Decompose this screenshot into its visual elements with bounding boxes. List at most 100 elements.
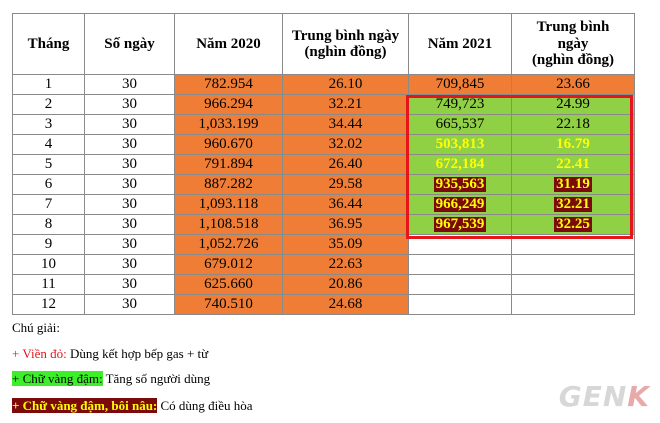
table-row: 3 30 1,033.199 34.44 665,537 22.18 <box>12 114 635 135</box>
cell-days: 30 <box>84 234 175 255</box>
cell-2020-avg: 22.63 <box>282 254 409 275</box>
table-row: 10 30 679.012 22.63 <box>12 254 635 275</box>
cell-2021-total: 503,813 <box>408 134 512 155</box>
cell-2020-avg: 36.44 <box>282 194 409 215</box>
brown-highlight-value: 966,249 <box>433 196 487 212</box>
cell-2021-total: 749,723 <box>408 94 512 115</box>
cell-days: 30 <box>84 254 175 275</box>
cell-days: 30 <box>84 194 175 215</box>
cell-2020-total: 740.510 <box>174 294 283 315</box>
header-avg-2021: Trung bình ngày (nghìn đồng) <box>511 13 635 75</box>
cell-days: 30 <box>84 154 175 175</box>
brown-highlight-value: 32.21 <box>554 196 592 212</box>
cell-days: 30 <box>84 114 175 135</box>
legend-item-brown-highlight: + Chữ vàng đậm, bôi nâu: Có dùng điều hò… <box>12 398 253 414</box>
cell-month: 6 <box>12 174 85 195</box>
cell-2020-total: 625.660 <box>174 274 283 295</box>
cell-2021-avg: 22.41 <box>511 154 635 175</box>
legend-text-brown-highlight: Có dùng điều hòa <box>157 398 253 413</box>
cell-2021-avg: 23.66 <box>511 74 635 95</box>
cell-2020-total: 782.954 <box>174 74 283 95</box>
table-row: 6 30 887.282 29.58 935,563 31.19 <box>12 174 635 195</box>
cell-2021-avg: 31.19 <box>511 174 635 195</box>
cell-days: 30 <box>84 134 175 155</box>
header-year-2020: Năm 2020 <box>174 13 283 75</box>
cell-2020-avg: 35.09 <box>282 234 409 255</box>
cell-2020-total: 791.894 <box>174 154 283 175</box>
table-row: 12 30 740.510 24.68 <box>12 294 635 315</box>
brown-highlight-value: 935,563 <box>433 176 487 192</box>
cell-2021-avg <box>511 274 635 295</box>
legend-marker-red-border: + Viền đỏ: <box>12 346 67 361</box>
cell-days: 30 <box>84 74 175 95</box>
cell-2020-avg: 36.95 <box>282 214 409 235</box>
cell-2021-avg: 16.79 <box>511 134 635 155</box>
cell-2021-avg: 24.99 <box>511 94 635 115</box>
cell-month: 5 <box>12 154 85 175</box>
cell-2021-avg <box>511 234 635 255</box>
cell-2021-avg <box>511 294 635 315</box>
cell-2021-total <box>408 274 512 295</box>
cell-2021-total <box>408 294 512 315</box>
header-days: Số ngày <box>84 13 175 75</box>
legend-item-bold-yellow: + Chữ vàng đậm: Tăng số người dùng <box>12 371 210 387</box>
cell-days: 30 <box>84 274 175 295</box>
table-row: 1 30 782.954 26.10 709,845 23.66 <box>12 74 635 95</box>
cell-2020-avg: 29.58 <box>282 174 409 195</box>
cell-2021-avg: 22.18 <box>511 114 635 135</box>
brown-highlight-value: 32.25 <box>554 216 592 232</box>
cell-2020-avg: 26.40 <box>282 154 409 175</box>
cell-2021-total: 665,537 <box>408 114 512 135</box>
table-row: 5 30 791.894 26.40 672,184 22.41 <box>12 154 635 175</box>
table-row: 8 30 1,108.518 36.95 967,539 32.25 <box>12 214 635 235</box>
table-row: 2 30 966.294 32.21 749,723 24.99 <box>12 94 635 115</box>
cell-2021-total <box>408 234 512 255</box>
cell-2021-avg <box>511 254 635 275</box>
cell-month: 2 <box>12 94 85 115</box>
cell-2020-avg: 24.68 <box>282 294 409 315</box>
cell-2020-avg: 34.44 <box>282 114 409 135</box>
cell-month: 7 <box>12 194 85 215</box>
table-body: 1 30 782.954 26.10 709,845 23.66 2 30 966.294 32.… <box>12 74 635 315</box>
legend-title: Chú giải: <box>12 320 61 335</box>
cell-2021-total: 672,184 <box>408 154 512 175</box>
brown-highlight-value: 967,539 <box>433 216 487 232</box>
cell-2021-total: 935,563 <box>408 174 512 195</box>
header-row: Tháng Số ngày Năm 2020 Trung bình ngày (ngh… <box>12 13 635 75</box>
table-row: 11 30 625.660 20.86 <box>12 274 635 295</box>
cell-month: 9 <box>12 234 85 255</box>
cell-month: 12 <box>12 294 85 315</box>
cell-2021-avg: 32.21 <box>511 194 635 215</box>
cell-2021-total: 967,539 <box>408 214 512 235</box>
table-row: 9 30 1,052.726 35.09 <box>12 234 635 255</box>
legend-marker-bold-yellow: + Chữ vàng đậm: <box>12 371 103 386</box>
cell-2021-total <box>408 254 512 275</box>
header-avg-2020: Trung bình ngày (nghìn đồng) <box>282 13 409 75</box>
legend-text-red-border: Dùng kết hợp bếp gas + từ <box>66 346 209 361</box>
legend-item-red-border: + Viền đỏ: Dùng kết hợp bếp gas + từ <box>12 346 208 362</box>
cell-days: 30 <box>84 94 175 115</box>
cell-2020-avg: 32.21 <box>282 94 409 115</box>
cell-month: 1 <box>12 74 85 95</box>
header-year-2021: Năm 2021 <box>408 13 512 75</box>
cell-2020-total: 1,033.199 <box>174 114 283 135</box>
cell-2021-total: 709,845 <box>408 74 512 95</box>
cell-2020-total: 679.012 <box>174 254 283 275</box>
cell-month: 4 <box>12 134 85 155</box>
table-row: 4 30 960.670 32.02 503,813 16.79 <box>12 134 635 155</box>
cell-days: 30 <box>84 174 175 195</box>
cell-month: 3 <box>12 114 85 135</box>
cell-2021-avg: 32.25 <box>511 214 635 235</box>
cell-month: 10 <box>12 254 85 275</box>
cell-2020-avg: 32.02 <box>282 134 409 155</box>
cell-days: 30 <box>84 294 175 315</box>
cell-2020-avg: 26.10 <box>282 74 409 95</box>
electricity-table: Tháng Số ngày Năm 2020 Trung bình ngày (ngh… <box>12 13 635 315</box>
cell-2020-total: 960.670 <box>174 134 283 155</box>
cell-2021-total: 966,249 <box>408 194 512 215</box>
brown-highlight-value: 31.19 <box>554 176 592 192</box>
cell-2020-avg: 20.86 <box>282 274 409 295</box>
genk-logo: GENK <box>558 380 650 413</box>
cell-2020-total: 887.282 <box>174 174 283 195</box>
cell-month: 11 <box>12 274 85 295</box>
